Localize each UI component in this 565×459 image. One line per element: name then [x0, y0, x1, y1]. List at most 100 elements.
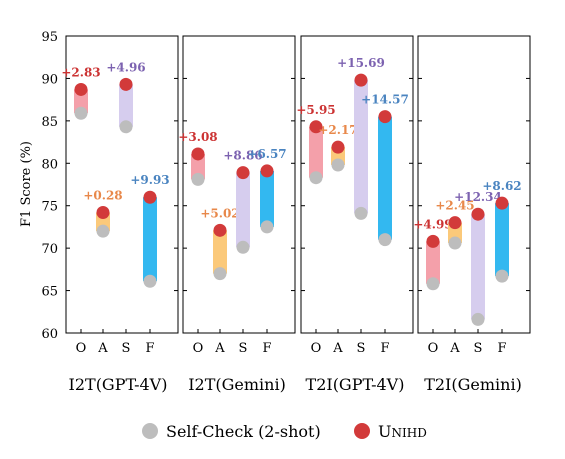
selfcheck-point	[236, 240, 250, 254]
unihd-point	[309, 120, 323, 134]
panel: +3.08 O +5.02 A +8.86 S +6.57 F I2T(Gemini)	[178, 35, 296, 394]
x-tick-label: A	[97, 341, 108, 356]
x-tick-label: S	[357, 341, 366, 356]
delta-label: +8.86	[223, 149, 262, 163]
y-tick-label: 90	[41, 72, 58, 87]
x-tick-label: O	[311, 341, 322, 356]
delta-label: +9.93	[130, 173, 169, 187]
panel-frame	[417, 35, 531, 334]
delta-label: +15.69	[337, 56, 385, 70]
selfcheck-point	[309, 171, 323, 185]
selfcheck-point	[354, 206, 368, 220]
x-tick-label: F	[380, 341, 389, 356]
x-tick-label: S	[239, 341, 248, 356]
x-tick-label: S	[122, 341, 131, 356]
unihd-point	[143, 190, 157, 204]
delta-label: +4.99	[413, 217, 452, 231]
range-bar	[354, 80, 368, 214]
selfcheck-point	[378, 233, 392, 247]
range-bar	[309, 126, 323, 178]
x-tick-label: A	[449, 341, 460, 356]
x-tick-label: S	[474, 341, 483, 356]
unihd-point	[331, 140, 345, 154]
delta-label: +14.57	[361, 93, 409, 107]
panels: 60 65 70 75 80 85 90 95 +2.83 O +0.28 A +4.96 S +9.93 F…	[41, 30, 531, 394]
unihd-point	[448, 216, 462, 230]
x-tick-label: F	[497, 341, 506, 356]
x-tick-label: A	[214, 341, 225, 356]
range-bar	[495, 203, 509, 277]
y-tick-label: 75	[41, 200, 58, 215]
selfcheck-point	[471, 312, 485, 326]
panel-title: T2I(Gemini)	[424, 375, 522, 394]
panel: +5.95 O +2.17 A +15.69 S +14.57 F T2I(GPT-4V)	[296, 35, 414, 394]
x-tick-label: O	[76, 341, 87, 356]
range-bar	[143, 197, 157, 282]
selfcheck-point	[495, 269, 509, 283]
delta-label: +0.28	[83, 189, 122, 203]
panel-frame	[300, 35, 414, 334]
x-tick-label: A	[332, 341, 343, 356]
y-tick-label: 85	[41, 115, 58, 130]
selfcheck-point	[426, 277, 440, 291]
unihd-point	[74, 82, 88, 96]
x-tick-label: O	[428, 341, 439, 356]
panel: +2.83 O +0.28 A +4.96 S +9.93 F I2T(GPT-4V)	[61, 35, 179, 394]
delta-label: +5.02	[200, 206, 239, 220]
y-tick-label: 95	[41, 30, 58, 45]
range-bar	[471, 214, 485, 320]
unihd-point	[426, 234, 440, 248]
selfcheck-point	[96, 224, 110, 238]
x-tick-label: F	[262, 341, 271, 356]
y-tick-label: 65	[41, 285, 58, 300]
panel-title: T2I(GPT-4V)	[306, 375, 405, 394]
unihd-point	[119, 77, 133, 91]
unihd-point	[96, 206, 110, 220]
unihd-point	[495, 196, 509, 210]
x-tick-label: O	[193, 341, 204, 356]
legend-unihd-marker	[354, 423, 370, 439]
delta-label: +4.96	[106, 60, 145, 74]
delta-label: +2.83	[61, 65, 100, 79]
legend-unihd-label: UNIHD	[378, 422, 427, 441]
panel-title: I2T(Gemini)	[188, 375, 286, 394]
range-bar	[191, 153, 205, 180]
delta-label: +2.17	[318, 123, 357, 137]
selfcheck-point	[260, 220, 274, 234]
panel: +4.99 O +2.45 A +12.34 S +8.62 F T2I(Gemini)	[413, 35, 531, 394]
range-bar	[119, 84, 133, 127]
selfcheck-point	[213, 267, 227, 281]
selfcheck-point	[143, 274, 157, 288]
delta-label: +3.08	[178, 130, 217, 144]
range-bar	[426, 241, 440, 284]
legend-selfcheck-marker	[142, 423, 158, 439]
y-tick-label: 70	[41, 242, 58, 257]
y-axis-label: F1 Score (%)	[19, 141, 34, 227]
unihd-point	[471, 207, 485, 221]
delta-label: +5.95	[296, 103, 335, 117]
selfcheck-point	[331, 158, 345, 172]
selfcheck-point	[191, 172, 205, 186]
panel-frame	[182, 35, 296, 334]
unihd-point	[191, 147, 205, 161]
y-tick-label: 80	[41, 157, 58, 172]
legend-selfcheck-label: Self-Check (2-shot)	[166, 422, 321, 441]
selfcheck-point	[74, 106, 88, 120]
unihd-point	[260, 164, 274, 178]
selfcheck-point	[448, 236, 462, 250]
selfcheck-point	[119, 120, 133, 134]
unihd-point	[213, 223, 227, 237]
delta-label: +8.62	[482, 179, 521, 193]
range-bar	[378, 116, 392, 240]
y-tick-label: 60	[41, 327, 58, 342]
unihd-point	[354, 73, 368, 87]
delta-label: +6.57	[247, 147, 286, 161]
delta-label: +2.45	[435, 199, 474, 213]
x-tick-label: F	[145, 341, 154, 356]
panel-title: I2T(GPT-4V)	[69, 375, 168, 394]
unihd-point	[236, 166, 250, 180]
range-bar	[74, 89, 88, 114]
legend: Self-Check (2-shot) UNIHD	[142, 422, 427, 441]
delta-label: +12.34	[454, 190, 502, 204]
range-bar	[213, 230, 227, 274]
